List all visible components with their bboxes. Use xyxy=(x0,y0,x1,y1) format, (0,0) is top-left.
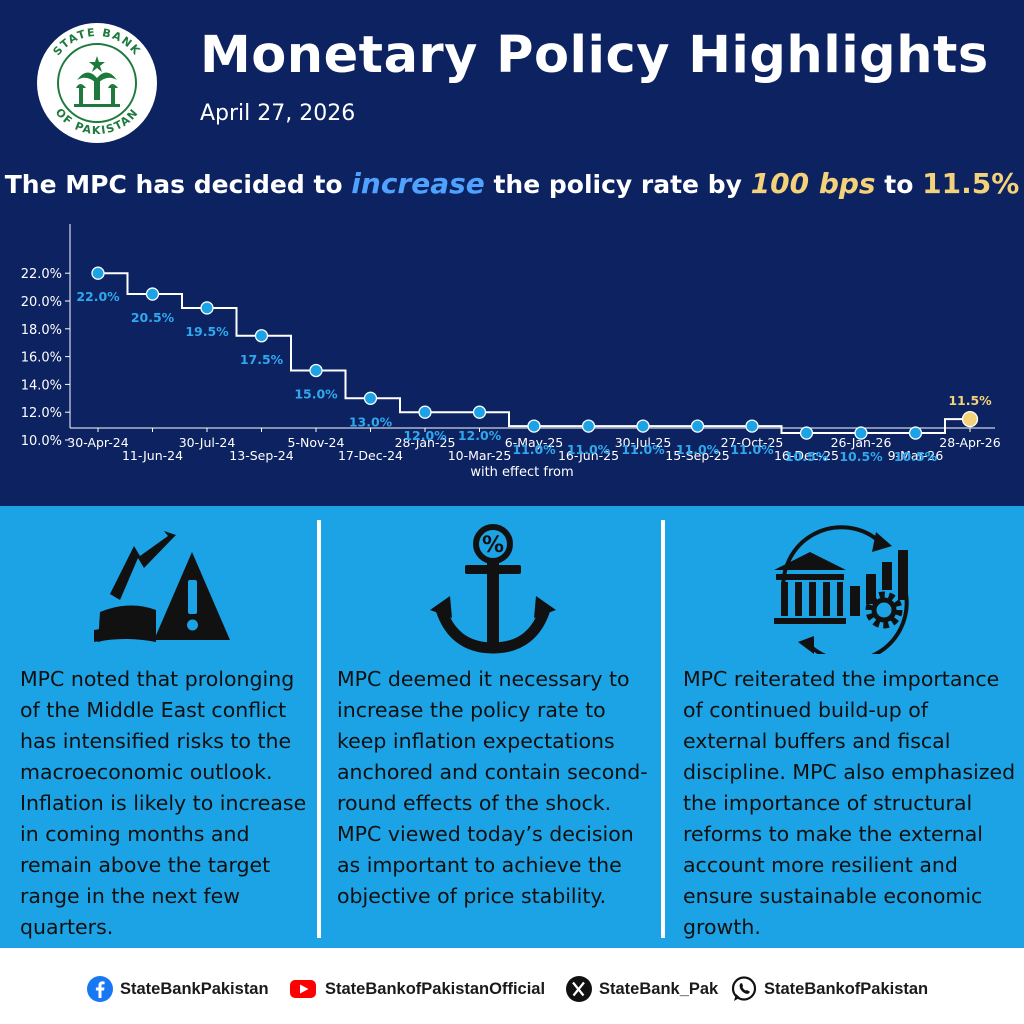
whatsapp-link[interactable]: StateBankofPakistan xyxy=(730,975,928,1003)
page-title: Monetary Policy Highlights xyxy=(200,26,989,85)
y-tick-label: 20.0% xyxy=(21,295,62,310)
market-crash-warning-icon xyxy=(94,531,230,642)
x-handle: StateBank_Pak xyxy=(599,979,719,998)
data-point xyxy=(908,426,923,440)
data-point xyxy=(745,419,759,433)
y-tick-label: 14.0% xyxy=(21,378,62,393)
data-label: 17.5% xyxy=(240,352,284,367)
headline-part-3: to xyxy=(875,170,923,199)
data-label: 20.5% xyxy=(131,310,175,325)
bank-growth-gear-icon xyxy=(774,525,909,654)
facebook-icon xyxy=(87,976,113,1002)
data-point xyxy=(854,426,868,440)
policy-rate-step-line xyxy=(98,272,970,435)
facebook-handle: StateBankPakistan xyxy=(120,979,269,998)
svg-text:%: % xyxy=(482,533,504,558)
data-point xyxy=(200,301,214,315)
y-tick-label: 10.0% xyxy=(21,434,62,449)
data-label: 11.0% xyxy=(621,442,665,457)
percent-anchor-icon: % xyxy=(430,524,556,654)
data-point xyxy=(961,410,979,428)
x-tick-label: 6-May-25 xyxy=(505,435,564,450)
y-tick-label: 18.0% xyxy=(21,323,62,338)
header-panel xyxy=(0,0,1024,506)
data-point xyxy=(527,419,541,433)
data-label: 11.0% xyxy=(567,442,611,457)
data-point xyxy=(145,287,160,301)
column-divider xyxy=(661,520,665,938)
x-axis-label: with effect from xyxy=(470,465,573,480)
facebook-link[interactable]: StateBankPakistan xyxy=(86,975,269,1003)
data-point xyxy=(363,391,378,405)
data-point xyxy=(581,419,596,433)
data-point xyxy=(418,405,432,419)
data-point xyxy=(309,363,323,378)
announcement-date: April 27, 2026 xyxy=(200,101,356,126)
data-label: 11.0% xyxy=(512,442,556,457)
headline-part-2: the policy rate by xyxy=(484,170,751,199)
sbp-logo: STATE BANK OF PAKISTAN xyxy=(37,23,157,143)
whatsapp-handle: StateBankofPakistan xyxy=(764,979,929,998)
data-point xyxy=(254,329,269,343)
highlights-panel xyxy=(0,506,1024,948)
youtube-handle: StateBankofPakistanOfficial xyxy=(325,979,546,998)
headline-rate: 11.5% xyxy=(922,167,1020,200)
headline: The MPC has decided to increase the poli… xyxy=(0,167,1024,200)
y-tick-label: 22.0% xyxy=(21,267,62,282)
data-point xyxy=(472,405,487,419)
data-label: 12.0% xyxy=(458,428,502,443)
x-tick-label: 9-Mar-26 xyxy=(888,448,944,463)
data-label: 11.5% xyxy=(948,393,992,408)
x-tick-label: 10-Mar-25 xyxy=(448,448,512,463)
highlight-text-2: MPC deemed it necessary to increase the … xyxy=(337,667,648,908)
data-label: 10.5% xyxy=(785,449,829,464)
x-tick-label: 11-Jun-24 xyxy=(122,448,183,463)
column-divider xyxy=(317,520,321,938)
x-tick-label: 16-Dec-25 xyxy=(774,448,839,463)
data-label: 10.5% xyxy=(839,449,883,464)
x-tick-label: 27-Oct-25 xyxy=(721,435,784,450)
x-tick-label: 30-Jul-24 xyxy=(179,435,236,450)
highlight-text-1: MPC noted that prolonging of the Middle … xyxy=(20,667,307,939)
data-label: 11.0% xyxy=(730,442,774,457)
data-label: 15.0% xyxy=(294,387,338,402)
data-point xyxy=(690,419,705,433)
data-label: 12.0% xyxy=(403,428,447,443)
headline-part-1: The MPC has decided to xyxy=(4,170,352,199)
y-tick-label: 16.0% xyxy=(21,351,62,366)
x-tick-label: 16-Jun-25 xyxy=(558,448,619,463)
x-tick-label: 17-Dec-24 xyxy=(338,448,403,463)
x-tick-label: 30-Jul-25 xyxy=(615,435,672,450)
data-label: 11.0% xyxy=(676,442,720,457)
x-tick-label: 26-Jan-26 xyxy=(831,435,892,450)
youtube-icon xyxy=(290,980,316,998)
headline-bps: 100 bps xyxy=(750,167,876,200)
x-link[interactable]: StateBank_Pak xyxy=(565,975,718,1003)
x-tick-label: 13-Sep-24 xyxy=(229,448,293,463)
data-label: 10.5% xyxy=(894,449,938,464)
data-point xyxy=(636,419,650,433)
x-tick-label: 5-Nov-24 xyxy=(288,435,345,450)
x-tick-label: 15-Sep-25 xyxy=(665,448,729,463)
x-tick-label: 28-Jan-25 xyxy=(395,435,456,450)
footer xyxy=(0,948,1024,1024)
highlight-text-3: MPC reiterated the importance of continu… xyxy=(683,667,1016,939)
y-tick-label: 12.0% xyxy=(21,406,62,421)
x-tick-label: 30-Apr-24 xyxy=(67,435,128,450)
state-bank-of-pakistan-emblem xyxy=(74,56,120,107)
policy-rate-chart: 22.0% 20.0% 18.0% 16.0% 14.0% 12.0% 10.0% 30-A… xyxy=(21,224,1001,480)
data-label: 22.0% xyxy=(76,289,120,304)
data-point xyxy=(91,266,105,280)
youtube-link[interactable]: StateBankofPakistanOfficial xyxy=(287,975,545,1003)
data-label: 13.0% xyxy=(349,414,393,429)
whatsapp-icon xyxy=(731,976,757,1001)
x-tick-label: 28-Apr-26 xyxy=(939,435,1000,450)
data-point xyxy=(799,426,814,440)
x-icon xyxy=(566,976,592,1002)
headline-emphasis: increase xyxy=(351,167,485,200)
data-label: 19.5% xyxy=(185,324,229,339)
